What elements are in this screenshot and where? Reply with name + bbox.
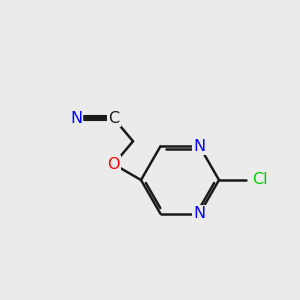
Text: O: O (107, 157, 120, 172)
Text: N: N (70, 111, 82, 126)
Text: N: N (194, 206, 206, 221)
Text: Cl: Cl (252, 172, 268, 188)
Text: N: N (194, 139, 206, 154)
Text: C: C (108, 111, 119, 126)
